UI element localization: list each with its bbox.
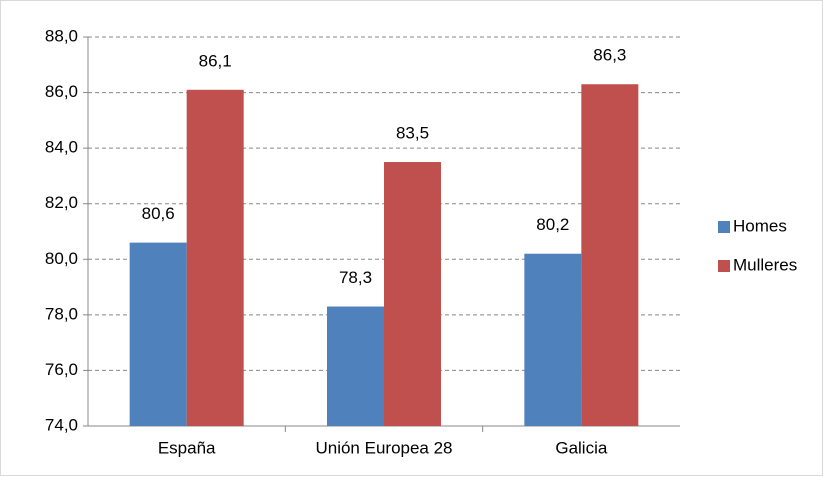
y-tick-label: 80,0 — [45, 249, 78, 268]
y-tick-label: 84,0 — [45, 138, 78, 157]
bar — [384, 162, 441, 427]
legend-label: Homes — [733, 216, 787, 235]
bar — [186, 89, 244, 427]
bar — [524, 253, 582, 426]
legend-label: Mulleres — [733, 255, 797, 274]
y-tick-label: 88,0 — [45, 26, 78, 45]
data-label: 80,6 — [142, 204, 175, 223]
bar — [581, 84, 639, 426]
data-label: 80,2 — [536, 215, 569, 234]
x-tick-label: Unión Europea 28 — [315, 438, 452, 457]
y-tick-label: 78,0 — [45, 304, 78, 323]
y-tick-label: 86,0 — [45, 82, 78, 101]
y-tick-label: 76,0 — [45, 360, 78, 379]
data-label: 83,5 — [396, 124, 429, 143]
data-label: 86,1 — [199, 51, 232, 70]
y-tick-label: 74,0 — [45, 415, 78, 434]
x-tick-label: España — [158, 438, 216, 457]
bar — [129, 242, 187, 426]
x-tick-label: Galicia — [555, 438, 608, 457]
y-tick-label: 82,0 — [45, 193, 78, 212]
legend-swatch — [718, 260, 730, 272]
data-label: 86,3 — [593, 46, 626, 65]
legend-swatch — [718, 221, 730, 233]
bar — [327, 306, 384, 426]
data-label: 78,3 — [339, 268, 372, 287]
